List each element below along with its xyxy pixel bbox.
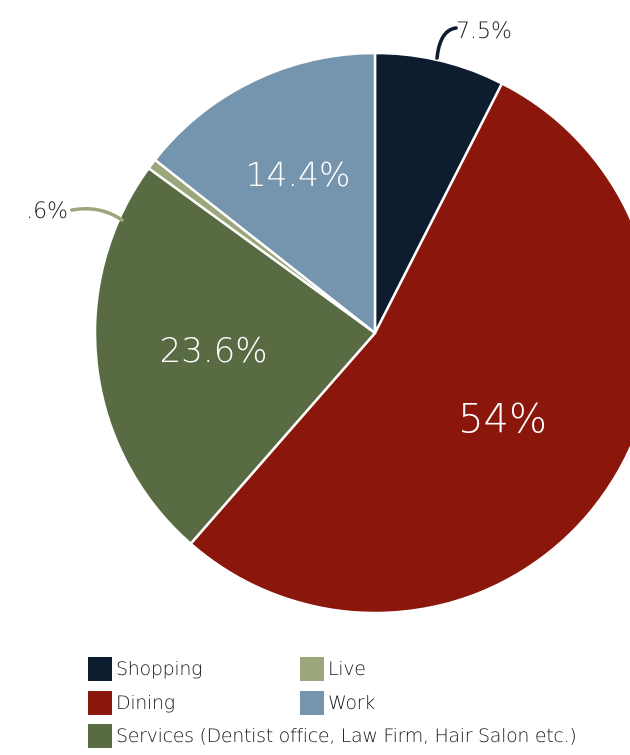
legend-swatch-work: [300, 691, 324, 715]
legend-item-work: Work: [300, 690, 375, 716]
legend-item-dining: Dining: [88, 690, 175, 716]
data-label-shopping: 7.5%: [456, 19, 512, 44]
legend: Shopping Live Dining Work Services (Dent…: [88, 656, 630, 751]
leader-line-live: [70, 207, 124, 222]
legend-swatch-services: [88, 724, 112, 748]
data-label-work: 14.4%: [246, 155, 351, 194]
legend-item-live: Live: [300, 656, 366, 682]
pie-slice-work: [153, 51, 377, 335]
legend-item-services: Services (Dentist office, Law Firm, Hair…: [88, 723, 577, 749]
data-label-services: 23.6%: [160, 331, 268, 371]
leader-line-shopping: [435, 26, 458, 60]
legend-item-shopping: Shopping: [88, 656, 202, 682]
data-label-live: .6%: [26, 199, 68, 224]
pie-slice-services: [93, 166, 377, 545]
legend-label-services: Services (Dentist office, Law Firm, Hair…: [116, 725, 577, 747]
pie-chart: 54% 23.6% 14.4% 7.5% .6%: [26, 19, 630, 615]
legend-label-work: Work: [328, 692, 375, 714]
pie-slice-shopping: [373, 51, 504, 335]
data-label-dining: 54%: [458, 396, 547, 442]
legend-label-live: Live: [328, 658, 366, 680]
legend-swatch-dining: [88, 691, 112, 715]
legend-label-dining: Dining: [116, 692, 175, 714]
pie-slice-dining: [189, 82, 630, 615]
legend-swatch-live: [300, 657, 324, 681]
legend-label-shopping: Shopping: [116, 658, 203, 680]
legend-swatch-shopping: [88, 657, 112, 681]
